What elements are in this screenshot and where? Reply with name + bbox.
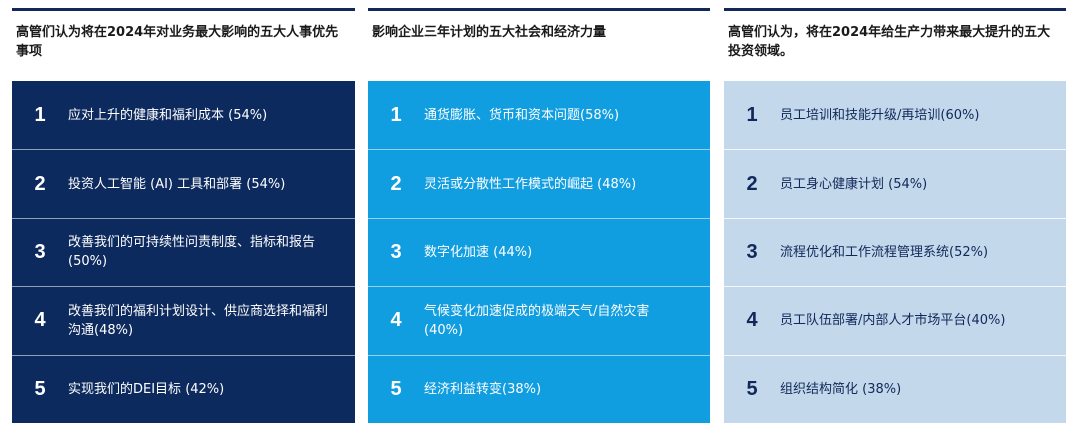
- rank-number: 1: [34, 103, 46, 126]
- rank-number: 4: [390, 309, 402, 332]
- column-title: 高管们认为，将在2024年给生产力带来最大提升的五大投资领域。: [728, 25, 1051, 59]
- rank-number: 4: [34, 309, 46, 332]
- column-title: 高管们认为将在2024年对业务最大影响的五大人事优先事项: [16, 25, 339, 59]
- item-text: 应对上升的健康和福利成本 (54%): [68, 107, 268, 123]
- list-item: 5 组织结构简化 (38%): [724, 354, 1066, 423]
- list-item: 2 投资人工智能 (AI) 工具和部署 (54%): [12, 149, 355, 217]
- list-item: 2 灵活或分散性工作模式的崛起 (48%): [368, 149, 710, 217]
- list-item: 3 数字化加速 (44%): [368, 217, 710, 286]
- item-text: 员工身心健康计划 (54%): [780, 176, 928, 192]
- item-text: 实现我们的DEI目标 (42%): [68, 381, 225, 397]
- column-title: 影响企业三年计划的五大社会和经济力量: [372, 25, 607, 40]
- rank-number: 3: [746, 240, 758, 263]
- ranked-list-panel: 1 通货膨胀、货币和资本问题(58%) 2 灵活或分散性工作模式的崛起 (48%…: [368, 81, 710, 423]
- list-item: 4 改善我们的福利计划设计、供应商选择和福利沟通(48%): [12, 286, 355, 354]
- item-text: 气候变化加速促成的极端天气/自然灾害 (40%): [424, 303, 650, 338]
- list-item: 4 员工队伍部署/内部人才市场平台(40%): [724, 286, 1066, 354]
- rank-number: 2: [390, 172, 402, 195]
- list-item: 3 流程优化和工作流程管理系统(52%): [724, 217, 1066, 286]
- rank-number: 2: [746, 172, 758, 195]
- item-text: 通货膨胀、货币和资本问题(58%): [424, 107, 620, 123]
- item-text: 数字化加速 (44%): [424, 244, 533, 260]
- item-text: 灵活或分散性工作模式的崛起 (48%): [424, 176, 637, 192]
- list-item: 3 改善我们的可持续性问责制度、指标和报告(50%): [12, 217, 355, 286]
- column-header: 高管们认为，将在2024年给生产力带来最大提升的五大投资领域。: [724, 8, 1066, 71]
- item-text: 员工队伍部署/内部人才市场平台(40%): [780, 313, 1006, 329]
- column-header: 影响企业三年计划的五大社会和经济力量: [368, 8, 710, 71]
- item-text: 组织结构简化 (38%): [780, 381, 902, 397]
- ranked-list-panel: 1 应对上升的健康和福利成本 (54%) 2 投资人工智能 (AI) 工具和部署…: [12, 81, 355, 423]
- list-item: 4 气候变化加速促成的极端天气/自然灾害 (40%): [368, 286, 710, 354]
- column-header: 高管们认为将在2024年对业务最大影响的五大人事优先事项: [12, 8, 355, 71]
- list-item: 5 经济利益转变(38%): [368, 354, 710, 423]
- list-item: 1 应对上升的健康和福利成本 (54%): [12, 81, 355, 149]
- list-item: 1 通货膨胀、货币和资本问题(58%): [368, 81, 710, 149]
- item-text: 改善我们的福利计划设计、供应商选择和福利沟通(48%): [68, 303, 329, 338]
- list-item: 2 员工身心健康计划 (54%): [724, 149, 1066, 217]
- ranked-list-panel: 1 员工培训和技能升级/再培训(60%) 2 员工身心健康计划 (54%) 3 …: [724, 81, 1066, 423]
- rank-number: 5: [746, 377, 758, 400]
- item-text: 改善我们的可持续性问责制度、指标和报告(50%): [68, 235, 316, 270]
- rank-number: 4: [746, 309, 758, 332]
- rank-number: 1: [390, 103, 402, 126]
- rank-number: 5: [34, 377, 46, 400]
- rank-number: 1: [746, 103, 758, 126]
- item-text: 投资人工智能 (AI) 工具和部署 (54%): [68, 176, 286, 192]
- rank-number: 2: [34, 172, 46, 195]
- item-text: 经济利益转变(38%): [424, 381, 542, 397]
- item-text: 流程优化和工作流程管理系统(52%): [780, 244, 989, 260]
- rank-number: 3: [34, 240, 46, 263]
- rank-number: 3: [390, 240, 402, 263]
- list-item: 1 员工培训和技能升级/再培训(60%): [724, 81, 1066, 149]
- rank-number: 5: [390, 377, 402, 400]
- list-item: 5 实现我们的DEI目标 (42%): [12, 354, 355, 423]
- item-text: 员工培训和技能升级/再培训(60%): [780, 107, 980, 123]
